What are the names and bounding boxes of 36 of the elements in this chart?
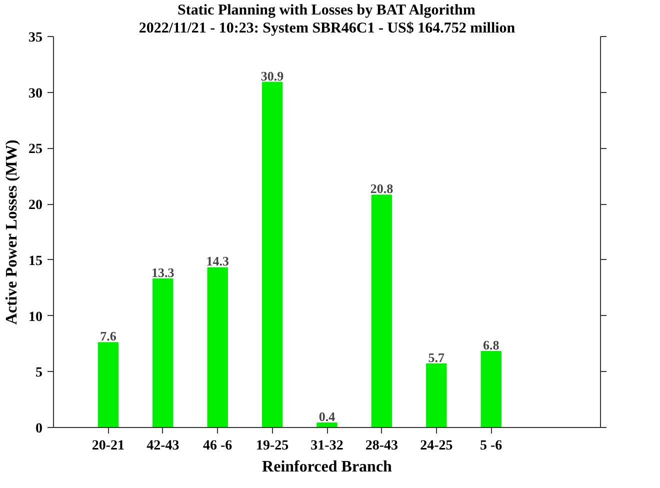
x-tick-label: 24-25 [420, 438, 453, 454]
data-label: 14.3 [206, 254, 230, 269]
data-label: 13.3 [152, 264, 175, 280]
y-axis-title: Active Power Losses (MW) [4, 140, 20, 325]
bar [480, 351, 502, 428]
chart-subtitle: 2022/11/21 - 10:23: System SBR46C1 - US$ 164.752 million [138, 20, 516, 36]
bar [152, 278, 174, 428]
chart-title: Static Planning with Losses by BAT Algorithm [178, 2, 476, 18]
y-tick-label: 20 [28, 198, 42, 214]
data-label: 6.8 [482, 338, 500, 353]
x-tick-label: 5 -6 [480, 438, 502, 454]
y-tick-label: 35 [28, 30, 42, 46]
data-label: 5.7 [428, 350, 446, 365]
bar [262, 82, 283, 428]
data-label: 0.4 [318, 409, 336, 424]
data-label: 30.9 [260, 68, 284, 84]
y-tick-label: 0 [36, 422, 42, 436]
x-tick-label: 20-21 [92, 438, 125, 454]
y-tick-label: 10 [28, 310, 42, 325]
y-tick-label: 25 [28, 142, 42, 158]
bar [98, 342, 119, 428]
x-axis-title: Reinforced Branch [262, 458, 392, 476]
x-tick-label: 28-43 [365, 438, 398, 454]
x-tick-label: 42-43 [146, 438, 180, 454]
y-tick-label: 15 [28, 254, 42, 269]
bar [426, 363, 447, 428]
y-tick-label: 30 [28, 86, 42, 102]
y-tick-label: 5 [36, 366, 42, 381]
data-label: 20.8 [370, 181, 394, 196]
x-tick-label: 46 -6 [203, 438, 232, 454]
bar [207, 267, 228, 428]
x-tick-label: 31-32 [310, 438, 344, 454]
data-label: 7.6 [100, 328, 117, 344]
bar [371, 194, 392, 428]
x-tick-label: 19-25 [256, 438, 289, 454]
bar [316, 422, 338, 428]
